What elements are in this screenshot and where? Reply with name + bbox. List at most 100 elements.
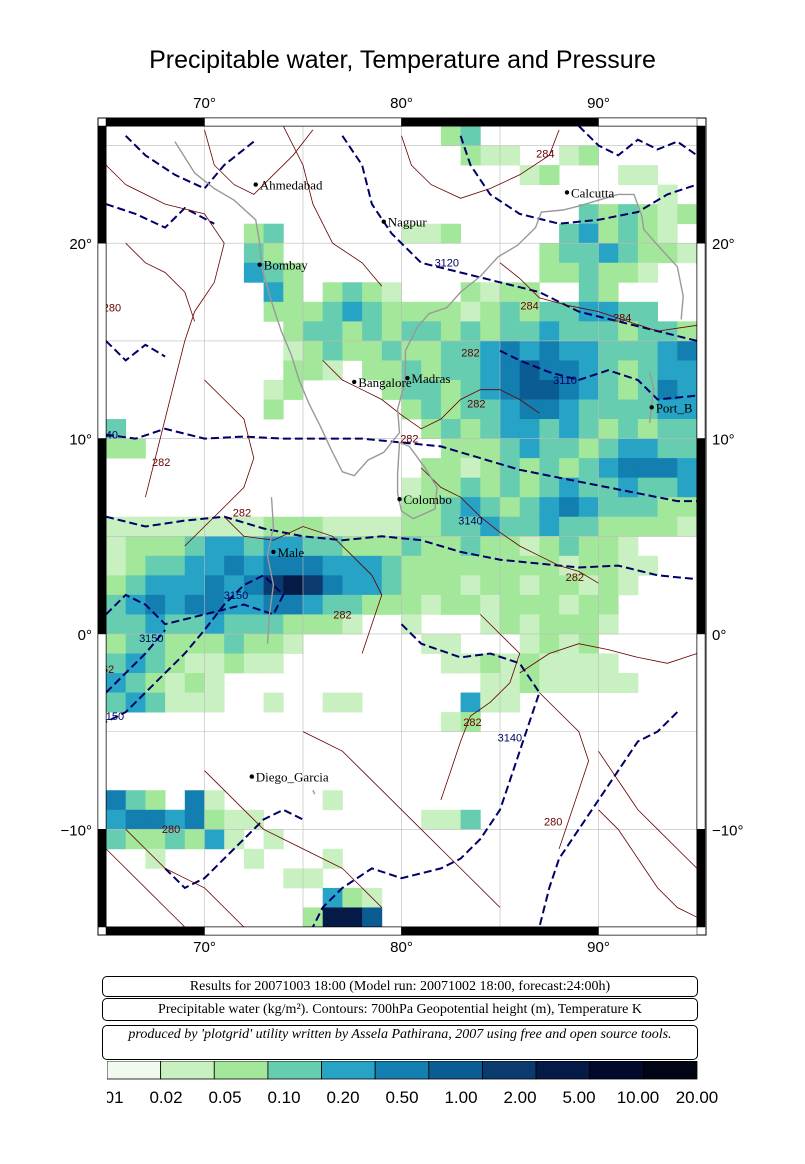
pw-cell (421, 379, 442, 400)
lat-label-right: 20° (712, 236, 735, 253)
pw-cell (618, 536, 639, 557)
pw-cell (263, 692, 284, 713)
pw-cell (598, 516, 619, 537)
pw-cell (401, 399, 422, 420)
pw-cell (637, 301, 658, 322)
city-marker: Bangalore (352, 375, 412, 390)
temperature-contour-label: 282 (333, 609, 351, 621)
pw-cell (519, 379, 540, 400)
city-label: Bangalore (358, 375, 412, 390)
pw-cell (303, 360, 324, 381)
pw-cell (598, 419, 619, 439)
pw-cell (165, 516, 186, 537)
pw-cell (657, 379, 678, 400)
city-label: Male (277, 545, 304, 560)
city-marker: Nagpur (381, 215, 427, 230)
pw-cell (519, 340, 540, 361)
pw-cell (263, 223, 284, 244)
pw-cell (677, 497, 698, 518)
pw-cell (677, 379, 698, 400)
city-marker: Colombo (397, 492, 452, 507)
pw-cell (657, 340, 678, 361)
pw-cell (618, 379, 639, 400)
pw-cell (224, 653, 245, 674)
pw-cell (500, 458, 521, 479)
pw-cell (559, 633, 580, 654)
pw-cell (362, 575, 383, 596)
pw-cell (539, 399, 560, 420)
lat-label-left: 20° (69, 236, 92, 253)
pw-cell (243, 243, 264, 264)
pw-cell (539, 497, 560, 518)
pw-cell (342, 321, 363, 342)
pw-cell (460, 516, 481, 537)
pw-cell (342, 692, 363, 713)
pw-cell (421, 458, 442, 479)
height-contour-label: 3110 (553, 375, 577, 387)
pw-cell (303, 575, 324, 596)
pw-cell (440, 340, 461, 361)
colorbar-label: 0.01 (107, 1088, 124, 1107)
pw-cell (145, 653, 166, 674)
temperature-contour-line (598, 750, 698, 869)
pw-cell (184, 594, 205, 615)
pw-cell (637, 516, 658, 537)
lon-label-top: 80° (390, 95, 413, 112)
pw-cell (460, 282, 481, 303)
pw-cell (559, 477, 580, 498)
pw-cell (519, 477, 540, 498)
pw-cell (362, 555, 383, 576)
pw-cell (243, 262, 264, 283)
pw-cell (204, 614, 225, 635)
pw-cell (539, 516, 560, 537)
pw-cell (440, 458, 461, 479)
colorbar-swatch (267, 1061, 322, 1080)
pw-cell (184, 809, 205, 830)
pw-cell (440, 379, 461, 400)
pw-cell (618, 223, 639, 244)
pw-cell (263, 282, 284, 303)
pw-cell (283, 379, 304, 400)
pw-cell (539, 458, 560, 479)
pw-cell (381, 379, 402, 400)
variable-info-text: Precipitable water (kg/m²). Contours: 70… (158, 1002, 642, 1017)
pw-cell (578, 438, 599, 459)
pw-cell (598, 204, 619, 225)
pw-cell (578, 536, 599, 557)
pw-cell (145, 575, 166, 596)
pw-cell (421, 575, 442, 596)
pw-cell (381, 594, 402, 615)
pw-cell (401, 379, 422, 400)
pw-cell (598, 653, 619, 674)
pw-cell (440, 653, 461, 674)
frame-bar-bottom (204, 926, 402, 936)
pw-cell (204, 555, 225, 576)
pw-cell (598, 379, 619, 400)
pw-cell (500, 477, 521, 498)
pw-cell (106, 575, 127, 596)
pw-cell (204, 653, 225, 674)
pw-cell (500, 379, 521, 400)
pw-cell (500, 536, 521, 557)
city-dot (564, 190, 570, 195)
pw-cell (539, 614, 560, 635)
pw-cell (519, 536, 540, 557)
pw-cell (362, 340, 383, 361)
pw-cell (519, 360, 540, 381)
pw-cell (559, 243, 580, 264)
pw-cell (125, 438, 146, 459)
pw-cell (460, 301, 481, 322)
pw-cell (598, 399, 619, 420)
pw-cell (184, 516, 205, 537)
pw-cell (184, 536, 205, 557)
pw-cell (578, 204, 599, 225)
pw-cell (401, 360, 422, 381)
pw-cell (381, 321, 402, 342)
pw-cell (519, 438, 540, 459)
pw-cell (283, 633, 304, 654)
pw-cell (480, 497, 501, 518)
pw-cell (362, 536, 383, 557)
pw-cell (303, 516, 324, 537)
frame-bar-top (105, 117, 205, 127)
